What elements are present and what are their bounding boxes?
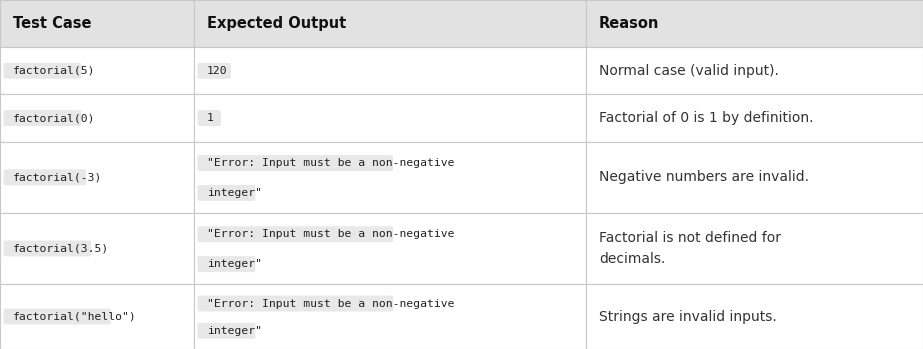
Text: Factorial is not defined for: Factorial is not defined for (599, 231, 781, 245)
FancyBboxPatch shape (4, 240, 91, 257)
Text: "Error: Input must be a non-negative: "Error: Input must be a non-negative (207, 229, 454, 239)
Text: Expected Output: Expected Output (207, 16, 346, 31)
Text: integer": integer" (207, 326, 262, 336)
Text: decimals.: decimals. (599, 252, 665, 266)
FancyBboxPatch shape (4, 169, 86, 185)
Bar (194, 47, 586, 95)
Bar (0, 47, 194, 95)
FancyBboxPatch shape (198, 155, 393, 171)
Bar (0, 0, 194, 47)
Text: "Error: Input must be a non-negative: "Error: Input must be a non-negative (207, 158, 454, 168)
FancyBboxPatch shape (198, 296, 393, 311)
Bar (0, 284, 194, 349)
Bar (586, 47, 923, 95)
Text: factorial(-3): factorial(-3) (13, 172, 102, 182)
Text: Factorial of 0 is 1 by definition.: Factorial of 0 is 1 by definition. (599, 111, 813, 125)
FancyBboxPatch shape (198, 185, 256, 201)
Text: Test Case: Test Case (13, 16, 91, 31)
FancyBboxPatch shape (198, 323, 256, 339)
Bar (194, 284, 586, 349)
Text: factorial("hello"): factorial("hello") (13, 312, 137, 321)
FancyBboxPatch shape (198, 256, 256, 272)
Text: 1: 1 (207, 113, 213, 123)
Text: factorial(3.5): factorial(3.5) (13, 244, 109, 253)
FancyBboxPatch shape (4, 110, 81, 126)
Bar (586, 142, 923, 213)
Text: Negative numbers are invalid.: Negative numbers are invalid. (599, 170, 809, 184)
Text: Normal case (valid input).: Normal case (valid input). (599, 64, 779, 78)
FancyBboxPatch shape (4, 63, 81, 79)
Bar (0, 142, 194, 213)
Text: factorial(5): factorial(5) (13, 66, 95, 76)
FancyBboxPatch shape (198, 110, 221, 126)
Bar (194, 213, 586, 284)
Bar (586, 284, 923, 349)
FancyBboxPatch shape (4, 309, 111, 325)
Bar (586, 213, 923, 284)
Bar (194, 95, 586, 142)
Text: factorial(0): factorial(0) (13, 113, 95, 123)
Text: integer": integer" (207, 259, 262, 269)
Text: Strings are invalid inputs.: Strings are invalid inputs. (599, 310, 777, 324)
Bar (0, 95, 194, 142)
Text: integer": integer" (207, 188, 262, 198)
FancyBboxPatch shape (198, 63, 231, 79)
Bar (194, 142, 586, 213)
Bar (586, 0, 923, 47)
Text: Reason: Reason (599, 16, 659, 31)
FancyBboxPatch shape (198, 226, 393, 242)
Text: 120: 120 (207, 66, 227, 76)
Bar (0, 213, 194, 284)
Bar (194, 0, 586, 47)
Text: "Error: Input must be a non-negative: "Error: Input must be a non-negative (207, 298, 454, 309)
Bar (586, 95, 923, 142)
